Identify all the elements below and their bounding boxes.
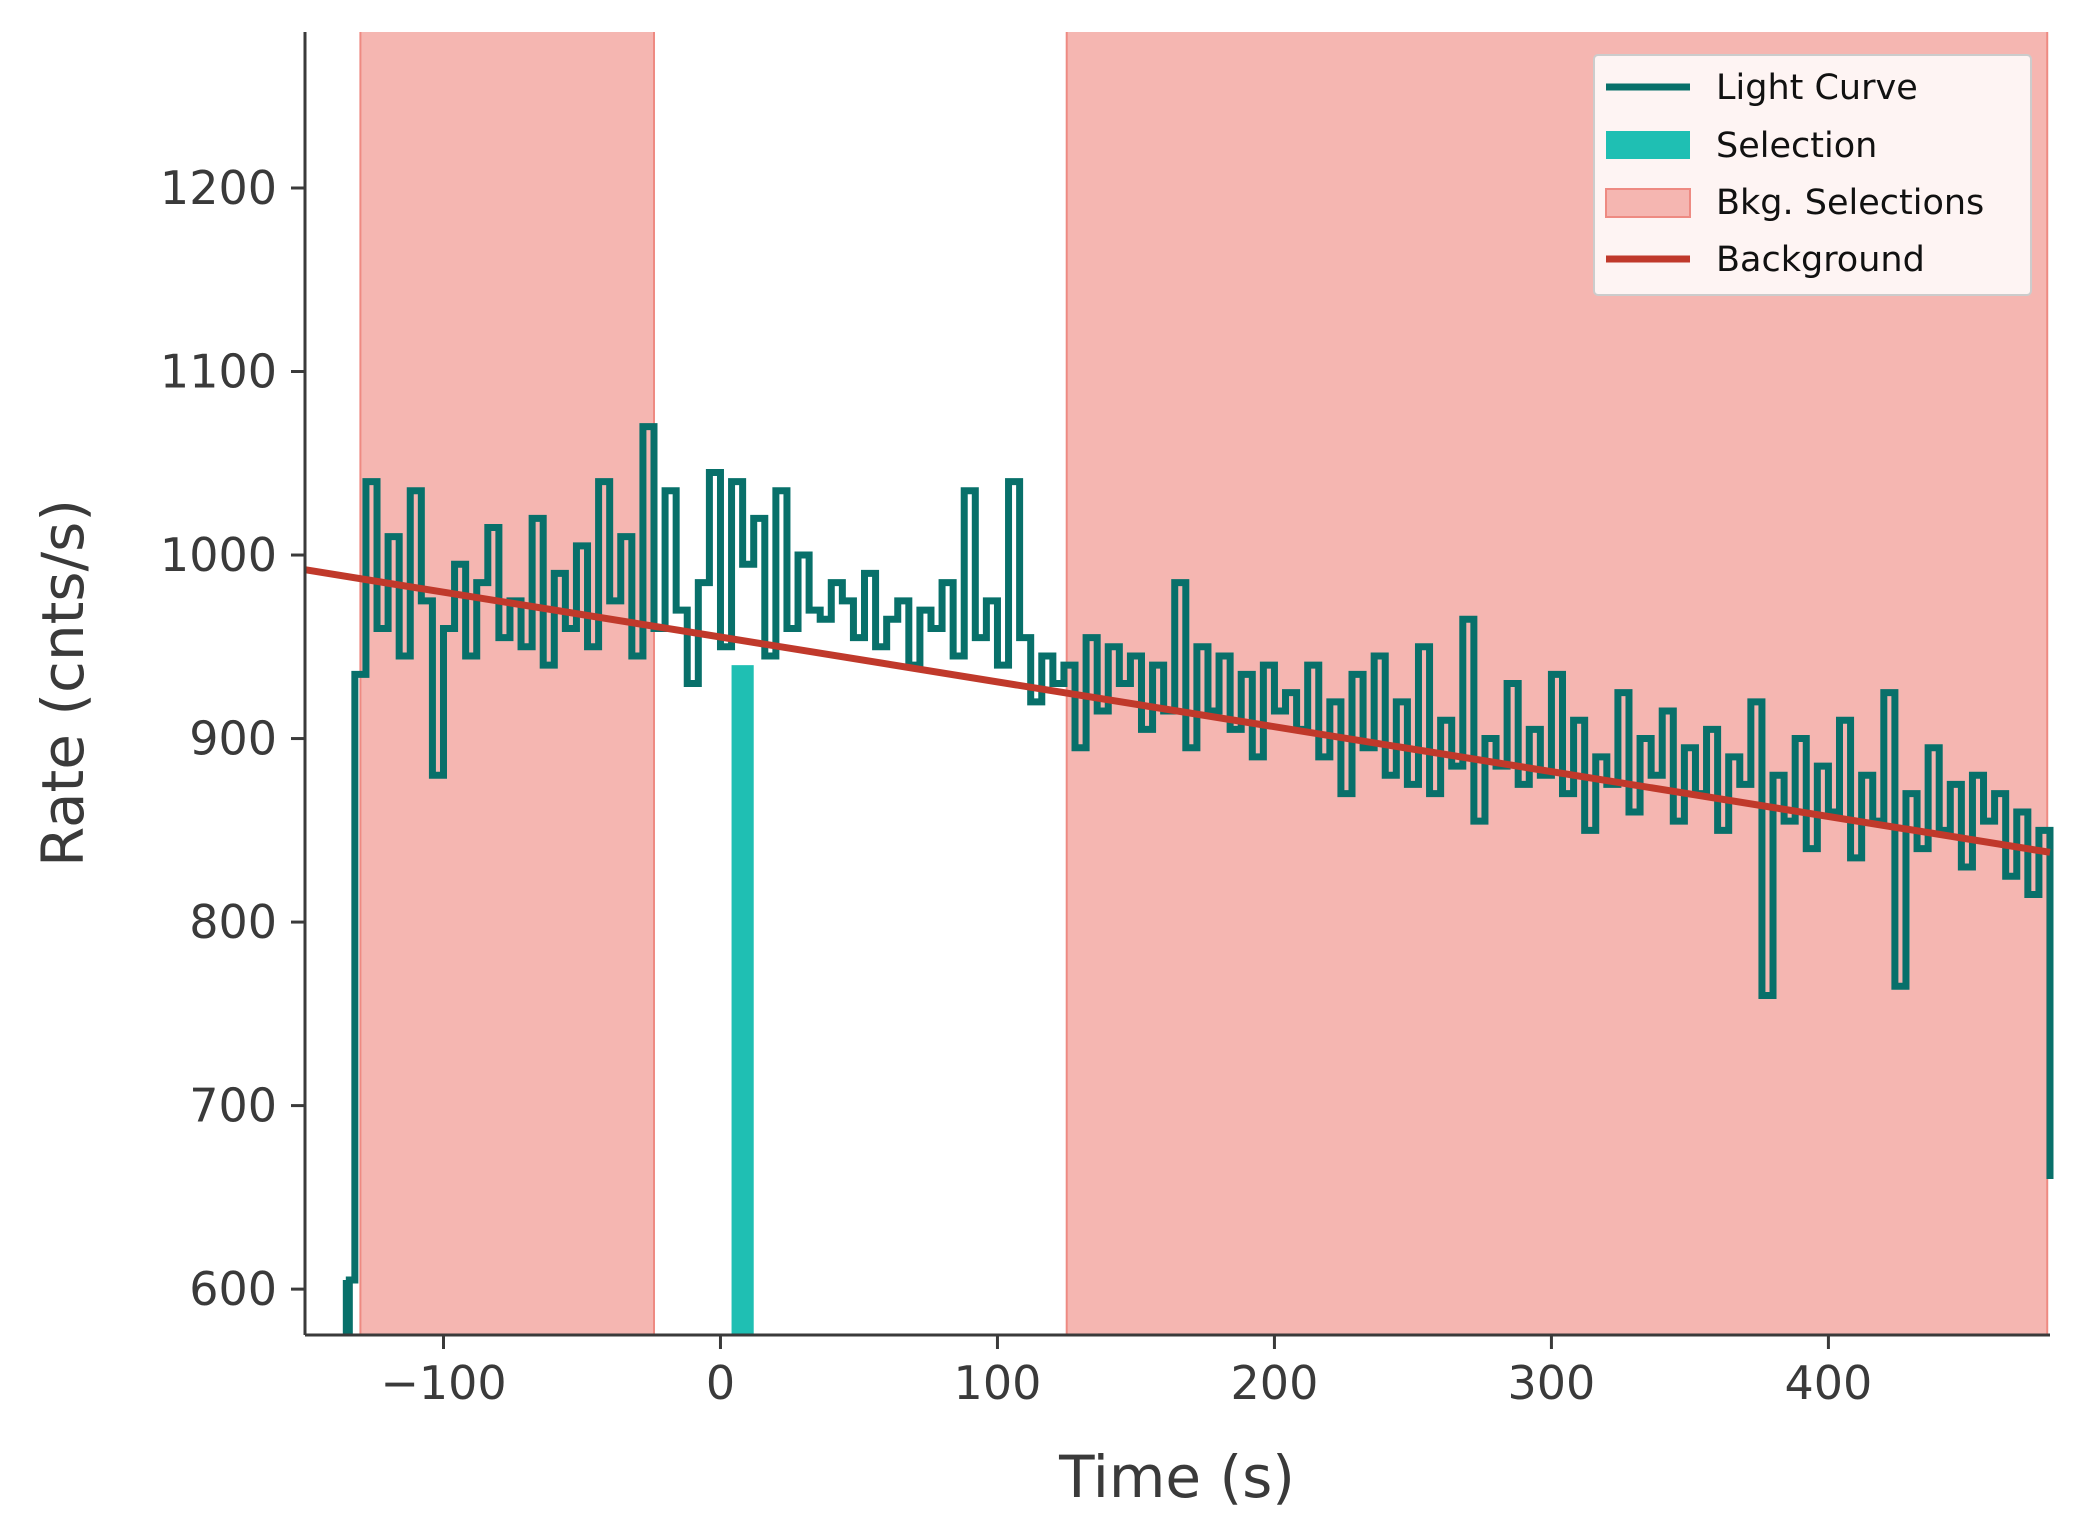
background-fit-layer <box>304 566 2051 856</box>
axes: −100 0 100 200 300 400 600 700 800 900 1000 1100 12… <box>160 32 2050 1410</box>
background-fit-line <box>304 566 2051 856</box>
x-axis-ticks: −100 0 100 200 300 400 <box>380 1335 1872 1410</box>
y-axis-ticks: 600 700 800 900 1000 1100 1200 <box>160 161 305 1316</box>
x-tick-label: 400 <box>1785 1356 1873 1410</box>
x-tick-label: 100 <box>954 1356 1042 1410</box>
selection-region <box>731 665 754 1335</box>
light-curve-layer <box>342 423 2054 1335</box>
selection-region <box>731 665 754 1335</box>
y-axis-title: Rate (cnts/s) <box>29 499 97 867</box>
y-tick-label: 900 <box>189 712 277 766</box>
bkg-selection-region-0 <box>360 32 654 1335</box>
legend-label-background: Background <box>1716 240 1925 280</box>
x-tick-label: 0 <box>706 1356 735 1410</box>
y-tick-label: 1000 <box>160 528 277 582</box>
legend-label-selection: Selection <box>1716 126 1877 166</box>
x-tick-label: 200 <box>1231 1356 1319 1410</box>
y-tick-label: 1100 <box>160 345 277 399</box>
x-tick-label: −100 <box>380 1356 506 1410</box>
y-tick-label: 700 <box>189 1079 277 1133</box>
legend-swatch-bkg-selections <box>1605 188 1691 218</box>
legend-swatch-selection <box>1606 131 1690 159</box>
y-tick-label: 1200 <box>160 161 277 215</box>
legend-label-light-curve: Light Curve <box>1716 68 1918 108</box>
x-tick-label: 300 <box>1508 1356 1596 1410</box>
x-axis-title: Time (s) <box>1058 1443 1295 1511</box>
light-curve-line <box>345 423 2054 1335</box>
legend-label-bkg-selections: Bkg. Selections <box>1716 183 1984 223</box>
legend-frame <box>1593 54 2032 296</box>
legend: Light Curve Selection Bkg. Selections Ba… <box>1593 54 2032 296</box>
y-tick-label: 800 <box>189 895 277 949</box>
y-tick-label: 600 <box>189 1262 277 1316</box>
